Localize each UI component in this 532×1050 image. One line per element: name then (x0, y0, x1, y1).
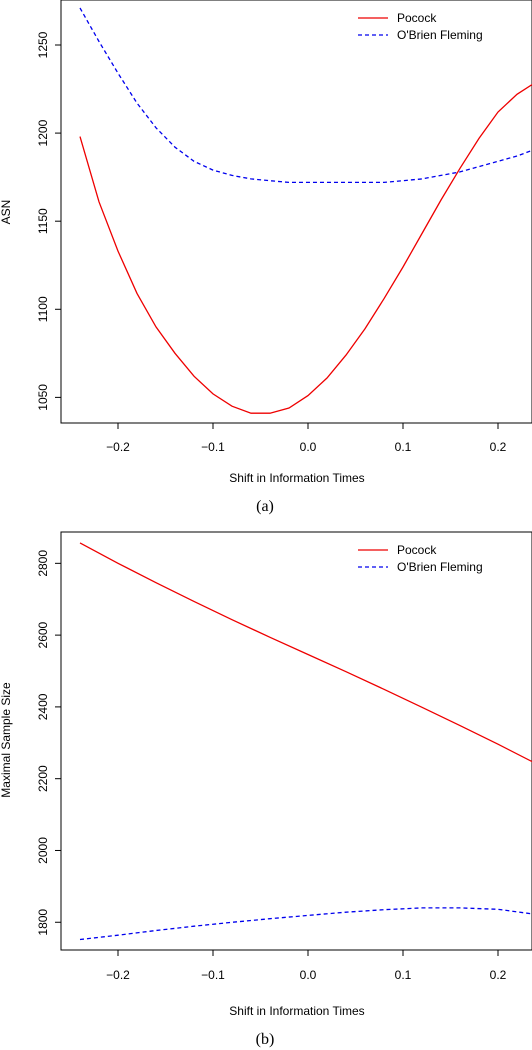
x-tick-label: 0.2 (490, 968, 507, 982)
y-axis-label: ASN (0, 200, 13, 225)
y-tick-label: 1200 (36, 119, 50, 146)
series-line-pocock (79, 83, 532, 414)
panel-a: −0.2 −0.1 0.0 0.1 0.2 1050 1100 1150 1200 1250 Po… (0, 0, 532, 515)
panel-b: −0.2 −0.1 0.0 0.1 0.2 1800 2000 2200 2400 2600 280… (0, 531, 532, 1048)
x-tick-label: 0.1 (395, 968, 412, 982)
x-tick-label: −0.1 (201, 440, 225, 454)
plot-frame (60, 531, 532, 951)
x-tick-label: 0.2 (490, 440, 507, 454)
legend: Pocock O'Brien Fleming (358, 11, 483, 42)
series-group (79, 542, 532, 941)
y-tick-label: 2800 (36, 550, 50, 577)
tick-group: −0.2 −0.1 0.0 0.1 0.2 1050 1100 1150 1200 1250 (36, 31, 507, 454)
series-line-obrien-fleming (79, 7, 532, 184)
x-tick-label: −0.1 (201, 968, 225, 982)
x-tick-label: 0.0 (300, 440, 317, 454)
series-line-pocock (79, 542, 532, 763)
y-tick-label: 2600 (36, 621, 50, 648)
x-axis-label: Shift in Information Times (229, 471, 364, 485)
x-axis-label: Shift in Information Times (229, 1004, 364, 1018)
legend-label: O'Brien Fleming (397, 560, 483, 574)
figure-caption: (b) (256, 1031, 275, 1048)
legend: Pocock O'Brien Fleming (358, 543, 483, 574)
y-tick-label: 2000 (36, 837, 50, 864)
legend-label: O'Brien Fleming (397, 28, 483, 42)
tick-group: −0.2 −0.1 0.0 0.1 0.2 1800 2000 2200 2400 2600 280… (36, 550, 507, 982)
legend-label: Pocock (397, 11, 437, 25)
x-tick-label: 0.1 (395, 440, 412, 454)
y-tick-label: 2200 (36, 765, 50, 792)
figure-caption: (a) (256, 498, 274, 515)
y-tick-label: 1250 (36, 31, 50, 58)
x-tick-label: 0.0 (300, 968, 317, 982)
y-tick-label: 1100 (36, 296, 50, 322)
y-tick-label: 1050 (36, 384, 50, 411)
legend-label: Pocock (397, 543, 437, 557)
y-tick-label: 2400 (36, 693, 50, 720)
x-tick-label: −0.2 (106, 968, 130, 982)
x-tick-label: −0.2 (106, 440, 130, 454)
y-axis-label: Maximal Sample Size (0, 682, 13, 798)
y-tick-label: 1150 (36, 208, 50, 234)
series-group (79, 7, 532, 414)
y-tick-label: 1800 (36, 909, 50, 936)
series-line-obrien-fleming (79, 907, 532, 941)
plot-frame (60, 0, 532, 424)
